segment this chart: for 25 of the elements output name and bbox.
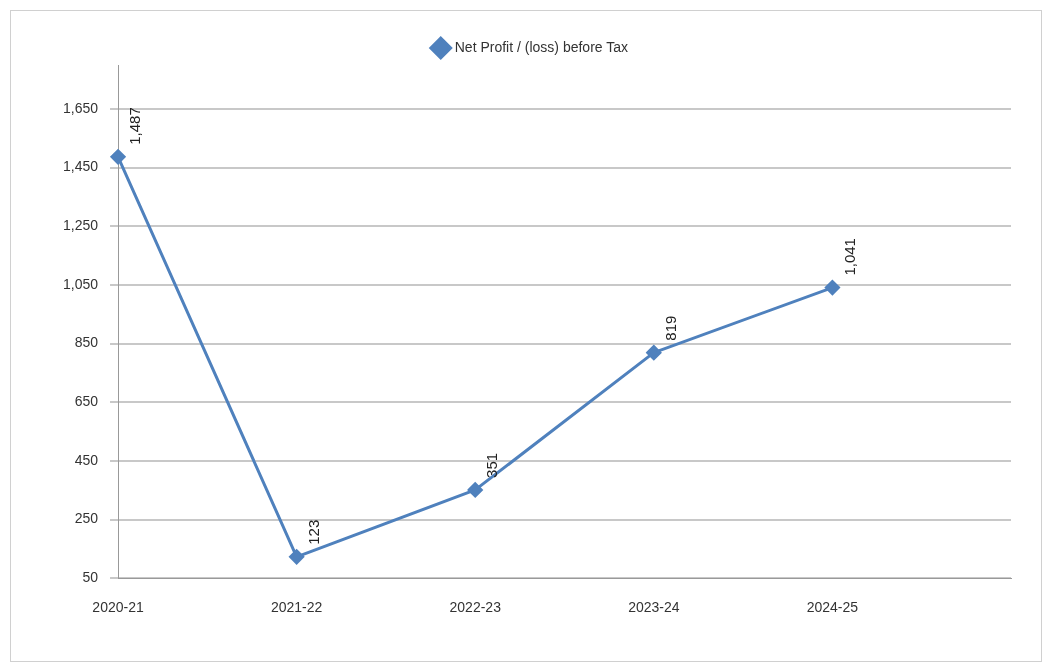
x-tick-label: 2024-25	[806, 599, 859, 616]
text: 819	[661, 315, 679, 341]
text: 1,487	[126, 107, 144, 145]
y-tick-label: 1,650	[62, 99, 99, 116]
text: 1,041	[840, 238, 858, 276]
y-tick-label: 50	[82, 569, 99, 586]
x-tick-label: 2021-22	[270, 599, 323, 616]
y-tick-label: 650	[74, 393, 99, 410]
point	[289, 549, 305, 565]
point	[646, 345, 662, 361]
point	[824, 280, 840, 296]
y-tick-label: 250	[74, 510, 99, 527]
y-tick-label: 850	[74, 334, 99, 351]
y-tick-label: 1,450	[62, 158, 99, 175]
point	[467, 482, 483, 498]
y-tick-label: 450	[74, 451, 99, 468]
y-tick-label: 1,250	[62, 217, 99, 234]
text: 123	[304, 519, 322, 545]
point	[110, 149, 126, 165]
x-tick-label: 2022-23	[449, 599, 502, 616]
x-tick-label: 2020-21	[92, 599, 144, 616]
legend-label: Net Profit / (loss) before Tax	[454, 38, 628, 55]
y-tick-label: 1,050	[62, 275, 99, 292]
text: 351	[483, 452, 501, 478]
x-tick-label: 2023-24	[628, 599, 680, 616]
